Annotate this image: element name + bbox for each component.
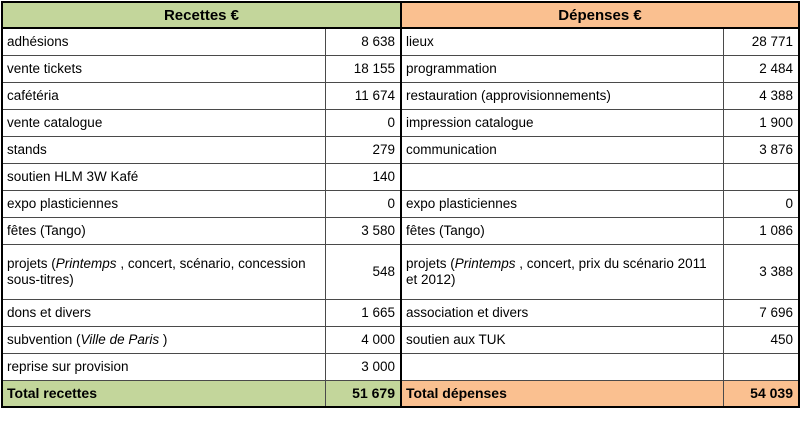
depenses-header: Dépenses €	[399, 1, 800, 29]
table-row: adhésions 8 638 lieux 28 771	[1, 27, 800, 56]
table-row: stands 279 communication 3 876	[1, 135, 800, 164]
total-depenses-value: 54 039	[723, 379, 800, 408]
depenses-row-label: lieux	[399, 27, 725, 56]
budget-table: Recettes € Dépenses € adhésions 8 638 lieu…	[1, 1, 800, 408]
total-recettes-label: Total recettes	[1, 379, 327, 408]
table-row: vente catalogue 0 impression catalogue 1 90…	[1, 108, 800, 137]
recettes-row-label: stands	[1, 135, 327, 164]
depenses-row-value: 3 876	[723, 135, 800, 164]
table-row: vente tickets 18 155 programmation 2 484	[1, 54, 800, 83]
depenses-row-label: restauration (approvisionnements)	[399, 81, 725, 110]
recettes-row-value: 0	[325, 189, 402, 218]
depenses-row-label: communication	[399, 135, 725, 164]
table-row: dons et divers 1 665 association et divers…	[1, 298, 800, 327]
table-row: expo plasticiennes 0 expo plasticiennes 0	[1, 189, 800, 218]
depenses-row-label: fêtes (Tango)	[399, 216, 725, 245]
table-row: cafétéria 11 674 restauration (approvision…	[1, 81, 800, 110]
depenses-row-value: 450	[723, 325, 800, 354]
depenses-row-value	[723, 352, 800, 381]
recettes-row-label: subvention (Ville de Paris )	[1, 325, 327, 354]
recettes-row-label: vente catalogue	[1, 108, 327, 137]
recettes-row-value: 18 155	[325, 54, 402, 83]
recettes-row-label: cafétéria	[1, 81, 327, 110]
recettes-row-label: projets (Printemps , concert, scénario, …	[1, 243, 327, 300]
depenses-row-label: expo plasticiennes	[399, 189, 725, 218]
depenses-row-value	[723, 162, 800, 191]
total-row: Total recettes 51 679 Total dépenses 54 …	[1, 379, 800, 408]
depenses-row-value: 28 771	[723, 27, 800, 56]
header-row: Recettes € Dépenses €	[1, 1, 800, 29]
depenses-row-label: projets (Printemps , concert, prix du sc…	[399, 243, 725, 300]
depenses-row-label: impression catalogue	[399, 108, 725, 137]
table-body: adhésions 8 638 lieux 28 771 vente tickets 18…	[1, 27, 800, 381]
recettes-row-label: expo plasticiennes	[1, 189, 327, 218]
depenses-row-label: soutien aux TUK	[399, 325, 725, 354]
depenses-row-value: 2 484	[723, 54, 800, 83]
recettes-row-value: 3 580	[325, 216, 402, 245]
recettes-row-value: 3 000	[325, 352, 402, 381]
recettes-row-value: 0	[325, 108, 402, 137]
depenses-row-value: 1 900	[723, 108, 800, 137]
recettes-row-value: 8 638	[325, 27, 402, 56]
depenses-row-value: 0	[723, 189, 800, 218]
depenses-row-label: association et divers	[399, 298, 725, 327]
table-row: soutien HLM 3W Kafé 140	[1, 162, 800, 191]
recettes-header: Recettes €	[1, 1, 402, 29]
table-row: subvention (Ville de Paris ) 4 000 soutien…	[1, 325, 800, 354]
depenses-row-value: 7 696	[723, 298, 800, 327]
recettes-row-value: 548	[325, 243, 402, 300]
table-row: projets (Printemps , concert, scénario, …	[1, 243, 800, 300]
depenses-row-value: 3 388	[723, 243, 800, 300]
recettes-row-value: 140	[325, 162, 402, 191]
recettes-row-label: fêtes (Tango)	[1, 216, 327, 245]
recettes-row-label: vente tickets	[1, 54, 327, 83]
depenses-row-value: 1 086	[723, 216, 800, 245]
depenses-row-label	[399, 352, 725, 381]
depenses-row-value: 4 388	[723, 81, 800, 110]
depenses-row-label: programmation	[399, 54, 725, 83]
depenses-row-label	[399, 162, 725, 191]
recettes-row-value: 4 000	[325, 325, 402, 354]
recettes-row-value: 1 665	[325, 298, 402, 327]
recettes-row-label: reprise sur provision	[1, 352, 327, 381]
recettes-row-label: soutien HLM 3W Kafé	[1, 162, 327, 191]
table-row: reprise sur provision 3 000	[1, 352, 800, 381]
total-recettes-value: 51 679	[325, 379, 402, 408]
recettes-row-label: adhésions	[1, 27, 327, 56]
recettes-row-value: 279	[325, 135, 402, 164]
recettes-row-value: 11 674	[325, 81, 402, 110]
recettes-row-label: dons et divers	[1, 298, 327, 327]
total-depenses-label: Total dépenses	[399, 379, 725, 408]
table-row: fêtes (Tango) 3 580 fêtes (Tango) 1 086	[1, 216, 800, 245]
